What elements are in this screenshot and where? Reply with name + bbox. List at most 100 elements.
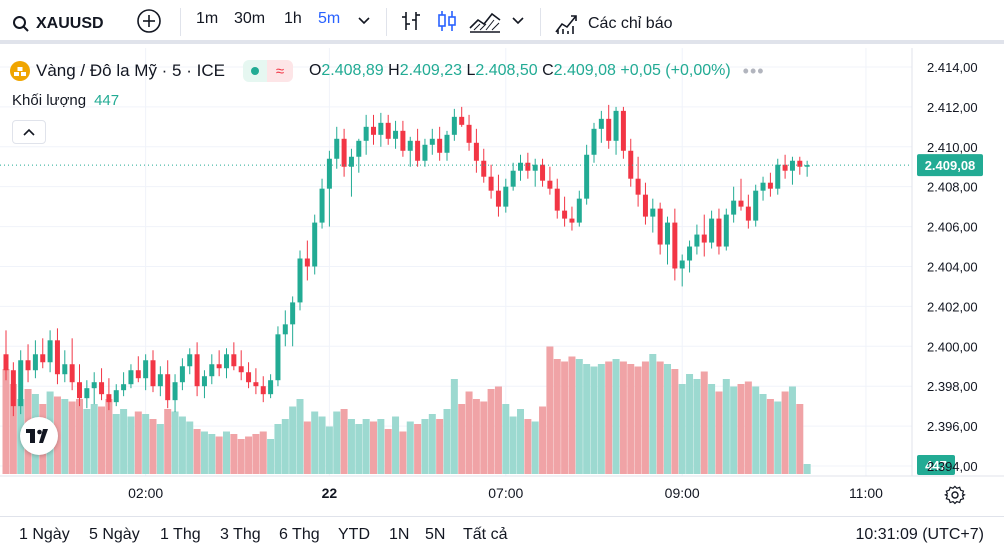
chevron-down-icon[interactable] bbox=[354, 10, 374, 30]
settings-gear-icon[interactable] bbox=[944, 484, 966, 506]
candle-body bbox=[473, 142, 479, 161]
range-5-years[interactable]: 5N bbox=[425, 526, 446, 543]
candle-body bbox=[231, 354, 237, 367]
toolbar-divider bbox=[540, 8, 541, 36]
candle bbox=[488, 164, 494, 199]
volume-bar bbox=[61, 399, 69, 474]
interval-1h[interactable]: 1h bbox=[284, 10, 302, 27]
range-1-month[interactable]: 1 Thg bbox=[160, 526, 201, 543]
tradingview-logo[interactable] bbox=[20, 417, 58, 455]
volume-bar bbox=[252, 434, 260, 474]
candle-body bbox=[620, 110, 626, 151]
interval-1m[interactable]: 1m bbox=[196, 10, 219, 27]
candle-body bbox=[128, 370, 134, 385]
candle-body bbox=[657, 208, 663, 245]
candles-chart-style-icon[interactable] bbox=[434, 8, 460, 34]
candle bbox=[10, 362, 16, 417]
price-axis[interactable]: 2.414,00 2.412,00 2.410,00 2.408,00 2.406,00… bbox=[927, 60, 978, 474]
candle bbox=[143, 354, 149, 391]
interval-30m[interactable]: 30m bbox=[234, 10, 266, 27]
volume-bar bbox=[267, 439, 275, 474]
range-5-days[interactable]: 5 Ngày bbox=[89, 526, 140, 543]
candle bbox=[54, 328, 60, 385]
candle-body bbox=[363, 126, 369, 141]
range-3-months[interactable]: 3 Thg bbox=[220, 526, 261, 543]
volume-bar bbox=[715, 391, 723, 474]
candle bbox=[62, 350, 68, 383]
volume-bar bbox=[76, 399, 83, 474]
bottom-bar: 1 Ngày 5 Ngày 1 Thg 3 Thg 6 Thg YTD 1N 5… bbox=[0, 516, 1004, 553]
candle-body bbox=[407, 140, 413, 151]
candle bbox=[657, 202, 663, 255]
volume-bar bbox=[509, 416, 517, 474]
volume-bar bbox=[465, 391, 473, 474]
volume-bar bbox=[671, 369, 679, 474]
compare-add-icon[interactable] bbox=[136, 8, 162, 34]
candle-body bbox=[91, 382, 97, 389]
volume-bar bbox=[568, 356, 576, 474]
volume-bar bbox=[737, 384, 745, 474]
volume-bar bbox=[480, 401, 488, 474]
volume-bar bbox=[215, 436, 223, 474]
candle-body bbox=[495, 190, 501, 207]
volume-bar bbox=[193, 429, 201, 474]
candle bbox=[91, 372, 97, 405]
range-1-year[interactable]: 1N bbox=[389, 526, 410, 543]
range-ytd[interactable]: YTD bbox=[338, 526, 370, 543]
volume-bar bbox=[164, 409, 172, 474]
volume-bar bbox=[142, 414, 150, 474]
candle bbox=[150, 350, 156, 393]
volume-bar bbox=[597, 364, 605, 474]
price-tick-label: 2.404,00 bbox=[927, 259, 978, 274]
last-price-line: 2.409,08 447 bbox=[0, 154, 983, 475]
time-axis[interactable]: 02:00 22 07:00 09:00 11:00 bbox=[128, 485, 883, 501]
candle bbox=[157, 366, 163, 397]
chevron-down-icon[interactable] bbox=[508, 10, 528, 30]
volume-bar bbox=[83, 409, 91, 474]
more-icon[interactable]: ••• bbox=[742, 60, 765, 81]
candle bbox=[606, 104, 612, 149]
candle-body bbox=[253, 382, 259, 387]
volume-bar bbox=[112, 414, 120, 474]
volume-bar bbox=[303, 421, 311, 474]
area-chart-style-icon[interactable] bbox=[468, 8, 502, 34]
candle-body bbox=[194, 354, 200, 387]
last-price-label: 2.409,08 bbox=[925, 158, 976, 173]
chart-area[interactable]: 2.409,08 447 2.414,00 2.412,00 2.410,00 2.40… bbox=[0, 48, 1004, 508]
volume-bar bbox=[752, 386, 760, 474]
candle bbox=[576, 190, 582, 227]
clock-timezone[interactable]: 10:31:09 (UTC+7) bbox=[855, 526, 984, 543]
range-6-months[interactable]: 6 Thg bbox=[279, 526, 320, 543]
interval-5m[interactable]: 5m bbox=[318, 10, 341, 27]
candle-body bbox=[701, 234, 707, 243]
candle bbox=[121, 372, 127, 397]
symbol-search-button[interactable]: XAUUSD bbox=[12, 6, 104, 42]
candle bbox=[32, 340, 38, 379]
candle bbox=[687, 240, 693, 273]
range-all[interactable]: Tất cả bbox=[463, 526, 508, 543]
bar-chart-style-icon[interactable] bbox=[398, 8, 424, 34]
volume-bar bbox=[178, 416, 186, 474]
range-1-day[interactable]: 1 Ngày bbox=[19, 526, 70, 543]
candle-body bbox=[216, 364, 222, 369]
ohlc-values: O2.408,89 H2.409,23 L2.408,50 C2.409,08 … bbox=[308, 62, 731, 79]
price-tick-label: 2.402,00 bbox=[927, 299, 978, 314]
candle-body bbox=[723, 214, 729, 247]
volume-bar bbox=[156, 424, 164, 474]
volume-bar bbox=[605, 361, 613, 474]
gold-bars-icon bbox=[10, 61, 30, 81]
candle bbox=[326, 150, 332, 227]
candle bbox=[598, 110, 604, 143]
candle-body bbox=[113, 390, 119, 403]
indicators-button[interactable]: Các chỉ báo bbox=[554, 6, 673, 42]
candle bbox=[18, 350, 24, 415]
volume-bar bbox=[230, 434, 238, 474]
market-status-pill[interactable]: ≈ bbox=[242, 60, 293, 82]
candle bbox=[400, 120, 406, 157]
candle bbox=[532, 158, 538, 187]
candle-body bbox=[650, 208, 656, 217]
collapse-legend-button[interactable] bbox=[12, 120, 46, 144]
legend-title[interactable]: Vàng / Đô la Mỹ · 5 · ICE bbox=[36, 61, 225, 80]
candle bbox=[620, 106, 626, 159]
